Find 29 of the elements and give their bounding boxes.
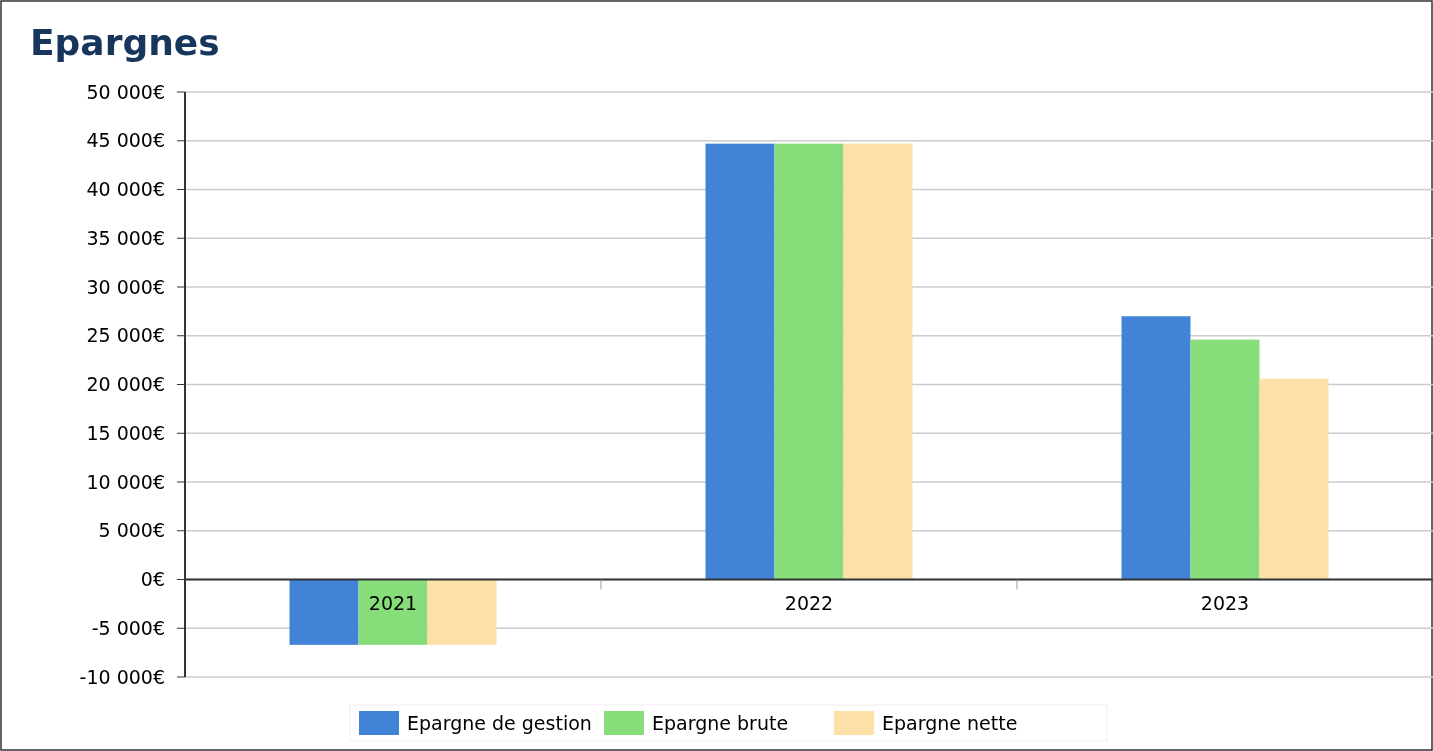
y-tick-label: 5 000€ — [98, 519, 165, 542]
bar — [289, 579, 359, 645]
y-tick-label: 10 000€ — [86, 470, 165, 493]
y-tick-label: 35 000€ — [86, 226, 165, 249]
bar — [1190, 339, 1260, 580]
bar — [774, 143, 844, 580]
bar — [1121, 316, 1191, 580]
y-tick-label: 45 000€ — [86, 129, 165, 152]
y-tick-label: -10 000€ — [79, 665, 165, 688]
y-tick-label: 0€ — [140, 568, 165, 591]
x-tick-label: 2021 — [368, 591, 418, 614]
bar — [358, 579, 428, 645]
bar — [705, 143, 775, 580]
legend-label: Epargne de gestion — [407, 711, 592, 734]
chart-title: Epargnes — [30, 22, 220, 63]
y-tick-label: 30 000€ — [86, 275, 165, 298]
x-tick-label: 2022 — [784, 591, 834, 614]
legend-label: Epargne brute — [652, 711, 789, 734]
y-tick-label: 40 000€ — [86, 178, 165, 201]
y-tick-label: 50 000€ — [86, 80, 165, 103]
bar — [427, 579, 497, 645]
y-tick-label: 15 000€ — [86, 421, 165, 444]
y-tick-label: -5 000€ — [91, 616, 165, 639]
bar — [1259, 378, 1329, 580]
y-tick-label: 25 000€ — [86, 324, 165, 347]
x-tick-label: 2023 — [1200, 591, 1250, 614]
bar — [843, 143, 913, 580]
legend-label: Epargne nette — [882, 711, 1018, 734]
y-tick-label: 20 000€ — [86, 373, 165, 396]
